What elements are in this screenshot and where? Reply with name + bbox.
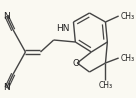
Text: CH₃: CH₃: [120, 11, 135, 20]
Text: N: N: [3, 11, 10, 20]
Text: CH₃: CH₃: [98, 82, 112, 90]
Text: N: N: [3, 83, 10, 93]
Text: CH₃: CH₃: [120, 54, 135, 63]
Text: HN: HN: [56, 24, 70, 33]
Text: O: O: [73, 59, 80, 69]
